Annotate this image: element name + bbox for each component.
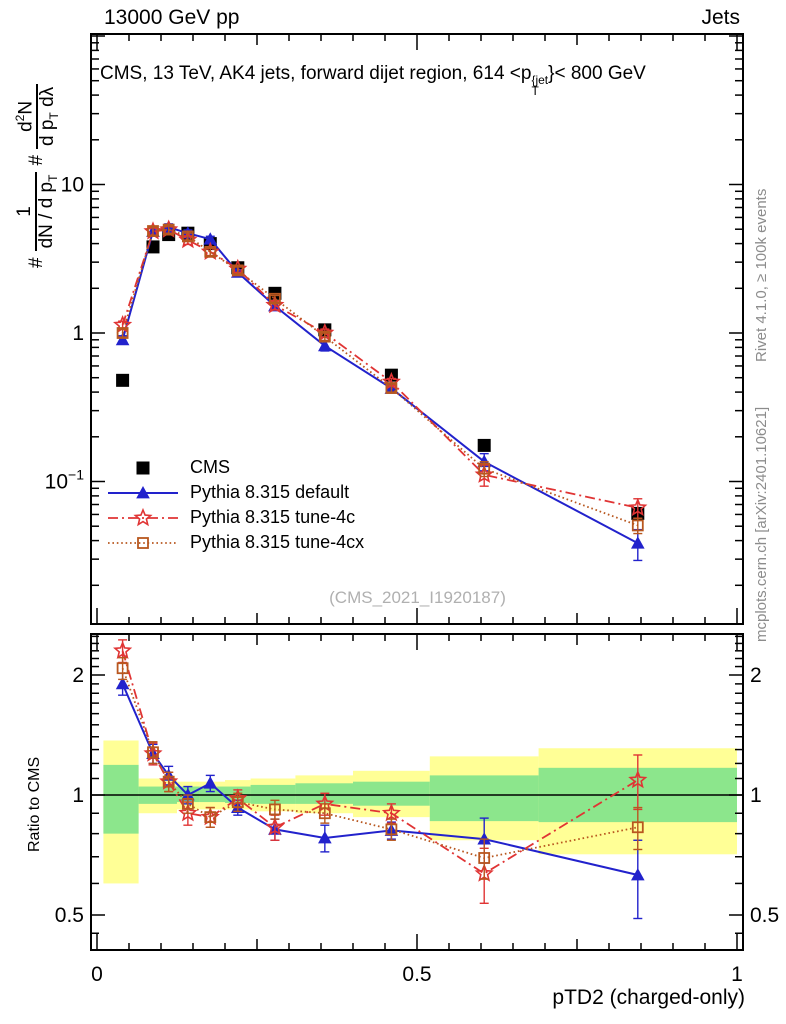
analysis-id-watermark: (CMS_2021_I1920187): [329, 588, 506, 607]
x-axis-label: pTD2 (charged-only): [552, 986, 745, 1009]
svg-text:0: 0: [91, 963, 103, 986]
legend-item-cms: CMS: [106, 455, 364, 480]
legend-item-pythia-tune4c: Pythia 8.315 tune-4c: [106, 505, 364, 530]
series-pythia-8-315-tune-4cx: [116, 223, 644, 535]
y-axis-fraction-1: 1 dN / d pT: [14, 171, 60, 252]
legend-item-pythia-default: Pythia 8.315 default: [106, 480, 364, 505]
legend-item-pythia-tune4cx: Pythia 8.315 tune-4cx: [106, 530, 364, 555]
main-panel-frame: [90, 33, 744, 625]
main-panel-series: [113, 219, 648, 562]
legend-label: Pythia 8.315 default: [190, 482, 350, 502]
plot-title: CMS, 13 TeV, AK4 jets, forward dijet reg…: [100, 63, 646, 98]
pt-jet-supsub: {jet T: [531, 73, 549, 98]
pythia-default-marker-icon: [108, 485, 178, 498]
rivet-version-credit: Rivet 4.1.0, ≥ 100k events: [753, 188, 770, 362]
mcplots-credit: mcplots.cern.ch [arXiv:2401.10621]: [753, 406, 770, 642]
svg-text:0.5: 0.5: [55, 904, 84, 927]
ratio-panel-frame: [90, 633, 744, 951]
axis-tick-labels: 0 0.5 1 10 1 10−1 2 2 1 1 0.5 0.5: [45, 174, 780, 987]
legend-label: Pythia 8.315 tune-4cx: [190, 532, 365, 552]
svg-text:2: 2: [750, 664, 762, 687]
y-axis-fraction-2: d2N d pT dλ: [13, 83, 61, 149]
svg-text:2: 2: [72, 664, 84, 687]
ratio-panel-series: [113, 639, 648, 920]
pythia-tune4cx-marker-icon: [108, 536, 178, 549]
svg-text:0.5: 0.5: [750, 904, 779, 927]
svg-text:10−1: 10−1: [45, 467, 85, 494]
svg-text:1: 1: [731, 963, 743, 986]
axis-ticks: [91, 34, 743, 950]
cms-marker-icon: [136, 461, 150, 474]
svg-text:1: 1: [72, 784, 84, 807]
process-label: Jets: [701, 6, 740, 29]
beam-energy-label: 13000 GeV pp: [104, 6, 240, 29]
legend-label: Pythia 8.315 tune-4c: [190, 507, 356, 527]
svg-text:0.5: 0.5: [402, 963, 431, 986]
y-axis-label: # 1 dN / d pT # d2N d pT dλ: [10, 36, 64, 268]
svg-text:1: 1: [750, 784, 762, 807]
legend-label: CMS: [190, 457, 230, 477]
series-pythia-8-315-tune-4cx-ratio: [116, 657, 644, 880]
ratio-uncertainty-bands: [103, 740, 737, 884]
legend: CMS Pythia 8.315 default Pythia 8.315 tu…: [106, 455, 364, 555]
pythia-tune4c-marker-icon: [108, 507, 178, 526]
svg-text:10: 10: [61, 174, 84, 197]
svg-text:1: 1: [72, 322, 84, 345]
ratio-axis-label: Ratio to CMS: [26, 756, 43, 852]
